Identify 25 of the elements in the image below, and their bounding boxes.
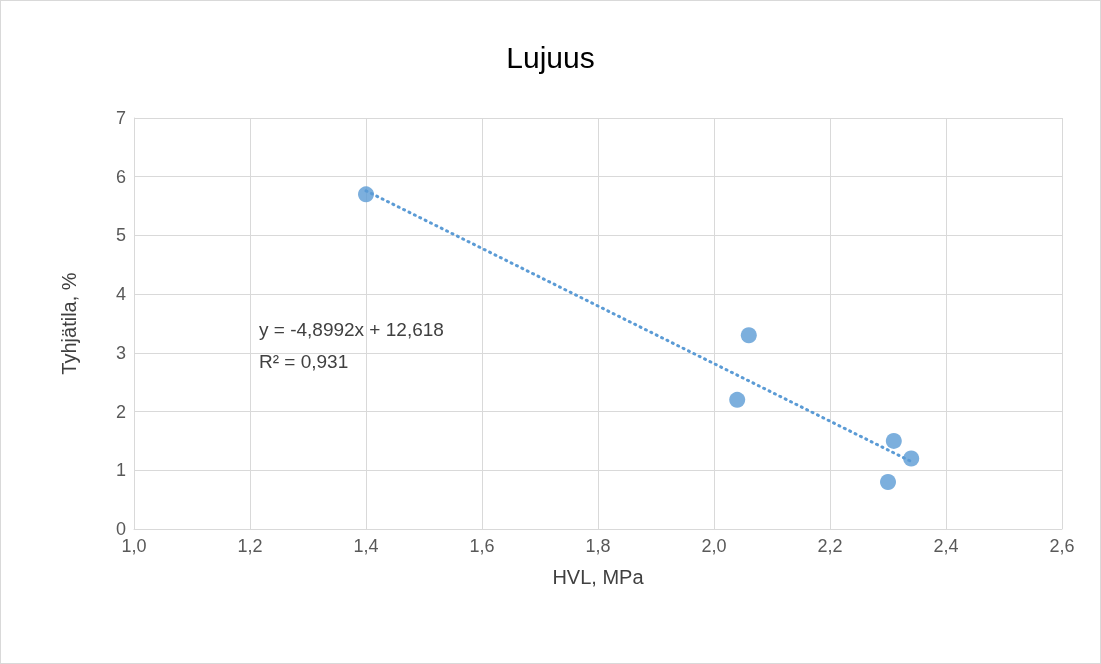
point [740, 327, 757, 344]
y-tick-label: 6 [115, 166, 126, 187]
y-tick-label: 1 [115, 460, 126, 481]
x-axis-title: HVL, MPa [552, 566, 645, 588]
x-tick-label: 1,6 [469, 536, 495, 556]
x-tick-label: 1,2 [237, 536, 263, 556]
x-tick-label: 1,8 [585, 536, 611, 556]
x-tick-label: 1,0 [121, 536, 147, 556]
x-tick-label: 2,2 [817, 536, 843, 556]
y-tick-label: 3 [115, 342, 126, 363]
y-tick-label: 2 [115, 401, 126, 422]
x-tick-label: 2,4 [933, 536, 959, 556]
x-tick-label: 1,4 [353, 536, 379, 556]
y-tick-label: 4 [115, 284, 126, 305]
chart-title: Lujuus [506, 40, 595, 74]
annotation: y = -4,8992x + 12,618 R² = 0,931 [259, 318, 444, 372]
y-tick-label: 0 [115, 519, 126, 539]
point [880, 474, 896, 491]
x-tick-label: 2,6 [1049, 536, 1075, 556]
point [885, 432, 902, 449]
y-tick-label: 7 [115, 108, 126, 128]
x-tick-label: 2,0 [701, 536, 727, 556]
y-tick-label: 5 [115, 225, 126, 246]
point [729, 391, 746, 408]
y-axis-title: Tyhjätila, % [58, 272, 80, 375]
